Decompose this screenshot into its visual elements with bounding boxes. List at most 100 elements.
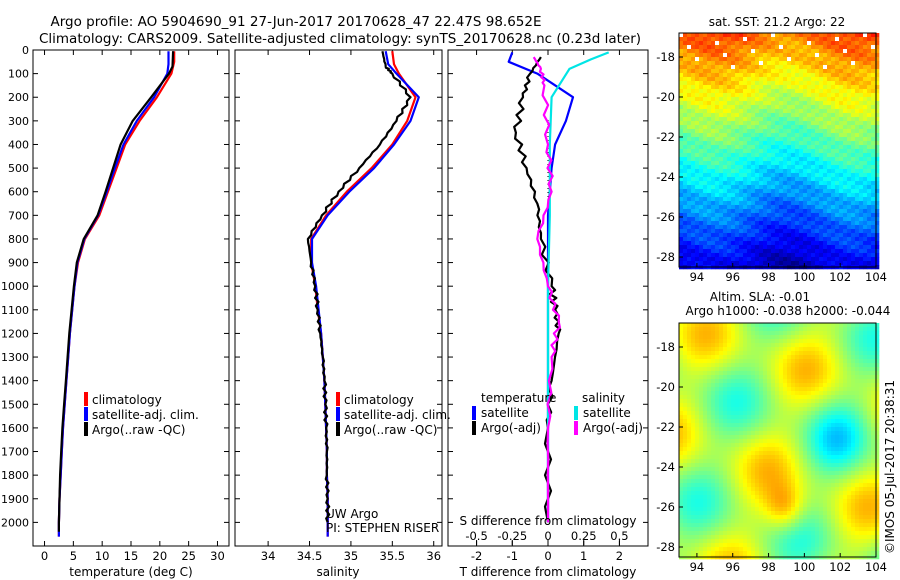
heatmap-cell [707, 93, 712, 98]
heatmap-cell [731, 77, 736, 82]
heatmap-cell [827, 395, 832, 400]
heatmap-cell [775, 343, 780, 348]
heatmap-cell [699, 125, 704, 130]
heatmap-cell [843, 105, 848, 110]
heatmap-cell [859, 245, 864, 250]
heatmap-cell [871, 45, 876, 50]
heatmap-cell [707, 209, 712, 214]
heatmap-cell [727, 33, 732, 38]
heatmap-cell [755, 161, 760, 166]
heatmap-cell [747, 339, 752, 344]
heatmap-cell [815, 125, 820, 130]
heatmap-cell [755, 177, 760, 182]
heatmap-cell [807, 367, 812, 372]
heatmap-cell [679, 415, 684, 420]
heatmap-cell [699, 237, 704, 242]
legend-swatch-s-satellite [574, 406, 578, 420]
heatmap-cell [835, 339, 840, 344]
heatmap-cell [767, 241, 772, 246]
heatmap-cell [751, 197, 756, 202]
heatmap-cell [775, 359, 780, 364]
heatmap-cell [779, 69, 784, 74]
heatmap-cell [795, 173, 800, 178]
heatmap-cell [679, 411, 684, 416]
heatmap-cell [875, 335, 880, 340]
heatmap-cell [731, 137, 736, 142]
heatmap-cell [787, 447, 792, 452]
heatmap-cell [679, 375, 684, 380]
heatmap-cell [691, 415, 696, 420]
heatmap-cell [763, 165, 768, 170]
heatmap-cell [851, 205, 856, 210]
heatmap-cell [823, 129, 828, 134]
heatmap-cell [719, 241, 724, 246]
heatmap-cell [799, 77, 804, 82]
heatmap-cell [739, 177, 744, 182]
heatmap-cell [795, 41, 800, 46]
heatmap-cell [799, 391, 804, 396]
heatmap-cell [839, 241, 844, 246]
heatmap-cell [743, 177, 748, 182]
heatmap-cell [747, 177, 752, 182]
heatmap-cell [867, 411, 872, 416]
heatmap-cell [703, 205, 708, 210]
heatmap-cell [795, 93, 800, 98]
heatmap-cell [767, 221, 772, 226]
heatmap-cell [723, 459, 728, 464]
heatmap-cell [747, 411, 752, 416]
heatmap-cell [871, 185, 876, 190]
heatmap-cell [759, 327, 764, 332]
heatmap-cell [767, 121, 772, 126]
heatmap-cell [875, 455, 880, 460]
heatmap-cell [823, 105, 828, 110]
heatmap-cell [815, 197, 820, 202]
heatmap-cell [691, 249, 696, 254]
heatmap-cell [759, 81, 764, 86]
heatmap-cell [727, 375, 732, 380]
heatmap-cell [855, 133, 860, 138]
heatmap-cell [791, 185, 796, 190]
heatmap-cell [807, 451, 812, 456]
heatmap-cell [767, 387, 772, 392]
heatmap-cell [807, 355, 812, 360]
heatmap-cell [767, 217, 772, 222]
heatmap-cell [739, 37, 744, 42]
heatmap-cell [703, 395, 708, 400]
heatmap-cell [803, 193, 808, 198]
heatmap-cell [871, 447, 876, 452]
heatmap-cell [843, 45, 848, 50]
heatmap-cell [691, 241, 696, 246]
heatmap-cell [859, 185, 864, 190]
heatmap-cell [839, 419, 844, 424]
heatmap-cell [695, 391, 700, 396]
heatmap-cell [791, 217, 796, 222]
heatmap-cell [727, 427, 732, 432]
heatmap-cell [819, 165, 824, 170]
heatmap-cell [771, 125, 776, 130]
heatmap-cell [807, 105, 812, 110]
heatmap-cell [803, 133, 808, 138]
heatmap-cell [811, 77, 816, 82]
heatmap-cell [779, 371, 784, 376]
heatmap-cell [735, 435, 740, 440]
heatmap-cell [827, 451, 832, 456]
heatmap-cell [859, 359, 864, 364]
heatmap-cell [687, 85, 692, 90]
heatmap-cell [855, 161, 860, 166]
heatmap-cell [715, 161, 720, 166]
heatmap-cell [823, 137, 828, 142]
heatmap-cell [743, 245, 748, 250]
heatmap-cell [739, 459, 744, 464]
heatmap-cell [719, 69, 724, 74]
heatmap-cell [719, 407, 724, 412]
heatmap-cell [859, 197, 864, 202]
heatmap-cell [807, 141, 812, 146]
heatmap-cell [767, 233, 772, 238]
heatmap-cell [863, 37, 868, 42]
heatmap-cell [803, 33, 808, 38]
heatmap-cell [703, 49, 708, 54]
heatmap-cell [831, 217, 836, 222]
heatmap-cell [759, 105, 764, 110]
heatmap-cell [787, 435, 792, 440]
heatmap-cell [695, 447, 700, 452]
